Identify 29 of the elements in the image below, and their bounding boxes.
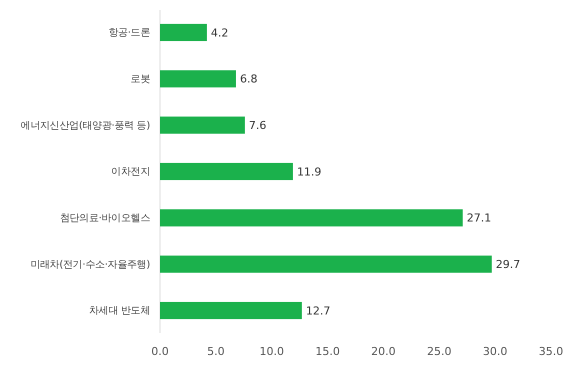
data-label: 29.7 (496, 258, 520, 272)
y-tick-label: 첨단의료·바이오헬스 (60, 213, 150, 224)
bar (160, 162, 293, 180)
x-tick-label: 25.0 (427, 344, 452, 358)
data-label: 12.7 (306, 304, 330, 318)
x-tick-label: 35.0 (538, 344, 564, 358)
data-label: 27.1 (466, 212, 492, 225)
y-tick-label: 미래차(전기·수소·자율주행) (30, 259, 150, 270)
x-tick-label: 0.0 (151, 344, 169, 358)
bar (160, 24, 207, 42)
y-tick-label: 이차전지 (111, 166, 150, 178)
x-tick-label: 30.0 (482, 344, 508, 358)
bar (160, 209, 463, 226)
data-label: 11.9 (296, 165, 322, 178)
data-label: 6.8 (240, 72, 258, 86)
y-tick-label: 에너지신산업(태양광·풍력 등) (20, 120, 150, 132)
x-tick-label: 5.0 (207, 344, 225, 358)
y-tick-label: 로봇 (130, 74, 150, 86)
data-label: 4.2 (210, 26, 228, 40)
data-label: 7.6 (248, 119, 266, 132)
x-tick-label: 20.0 (371, 344, 396, 358)
x-tick-label: 15.0 (315, 344, 340, 358)
x-tick-label: 10.0 (259, 344, 284, 358)
bar (160, 116, 245, 134)
y-tick-label: 항공·드론 (108, 28, 150, 39)
bar (160, 70, 236, 88)
y-tick-label: 차세대 반도체 (88, 306, 150, 317)
bar (160, 302, 302, 320)
bar (160, 256, 492, 273)
